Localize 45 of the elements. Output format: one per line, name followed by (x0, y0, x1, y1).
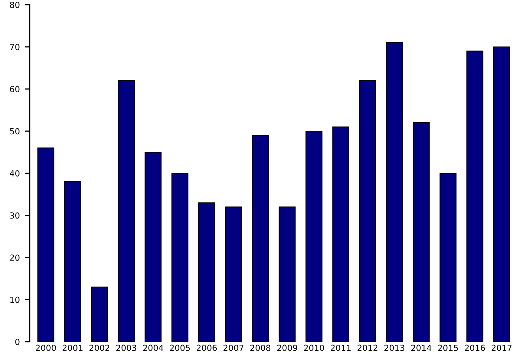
y-tick-label: 30 (10, 212, 20, 219)
bar (386, 42, 404, 342)
bar (332, 126, 350, 342)
x-tick-label: 2011 (331, 344, 351, 352)
bar (38, 148, 55, 342)
bar (225, 206, 242, 342)
bar (252, 135, 270, 342)
x-tick-label: 2001 (62, 344, 83, 352)
bar (466, 50, 484, 342)
x-tick-label: 2007 (224, 344, 244, 352)
bar (172, 173, 189, 342)
y-tick-label: 40 (10, 170, 20, 177)
bar (493, 46, 510, 342)
x-tick-label: 2002 (90, 344, 110, 352)
x-tick-label: 2008 (250, 344, 271, 352)
x-tick-label: 2014 (411, 344, 432, 352)
x-tick-label: 2000 (36, 344, 56, 352)
bar (118, 80, 135, 342)
x-tick-label: 2006 (196, 344, 218, 352)
x-tick-label: 2016 (465, 344, 486, 352)
y-tick-label: 50 (10, 128, 20, 135)
bar (64, 182, 82, 342)
y-tick-label: 80 (10, 2, 20, 8)
x-tick-label: 2015 (438, 344, 458, 352)
x-tick-label: 2017 (492, 344, 512, 352)
x-tick-label: 2010 (304, 344, 324, 352)
y-tick-label: 20 (10, 254, 20, 262)
y-tick-label: 10 (10, 296, 20, 304)
bar (359, 80, 376, 342)
bar (278, 206, 296, 342)
x-tick-label: 2009 (277, 344, 298, 352)
bar (198, 202, 216, 342)
x-tick-label: 2013 (384, 344, 405, 352)
x-tick-label: 2012 (358, 344, 378, 352)
x-tick-label: 2003 (116, 344, 136, 352)
y-tick-label: 0 (16, 338, 20, 346)
bar (413, 122, 430, 342)
x-tick-label: 2004 (143, 344, 164, 352)
bar (306, 130, 323, 342)
y-tick-label: 60 (10, 86, 20, 93)
bar (91, 286, 108, 342)
bar (144, 152, 162, 342)
x-tick-label: 2005 (170, 344, 190, 352)
y-tick-label: 70 (10, 44, 20, 50)
bar (440, 173, 457, 342)
